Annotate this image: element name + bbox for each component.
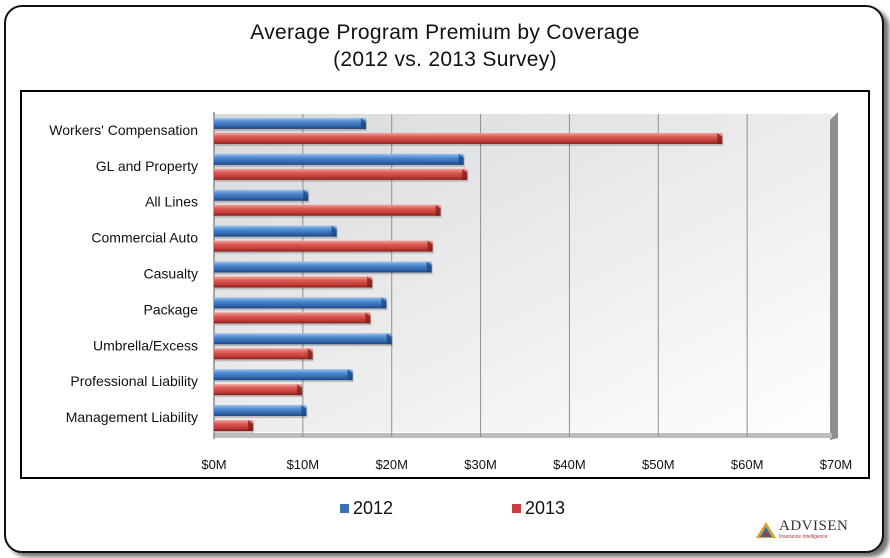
bar-2013 bbox=[214, 132, 724, 146]
category-label: Umbrella/Excess bbox=[93, 337, 198, 353]
bar-end-cap bbox=[381, 297, 387, 309]
bar-end-cap bbox=[367, 276, 373, 288]
bar-end-cap bbox=[296, 384, 302, 396]
category-label: GL and Property bbox=[96, 158, 198, 174]
x-tick-label: $60M bbox=[731, 457, 764, 472]
x-tick-label: $10M bbox=[287, 457, 320, 472]
bar-end-cap bbox=[301, 405, 307, 417]
bar-body bbox=[214, 132, 723, 144]
category-label: All Lines bbox=[145, 194, 198, 210]
bar-body bbox=[214, 261, 432, 273]
bar-2012 bbox=[214, 405, 308, 419]
x-tick-labels: $0M $10M $20M $30M $40M $50M $60M $70M bbox=[201, 457, 852, 472]
bar-2012 bbox=[214, 225, 338, 239]
x-tick-label: $70M bbox=[820, 457, 853, 472]
bar-end-cap bbox=[248, 420, 254, 432]
plot-side-wall bbox=[830, 112, 838, 440]
bar-body bbox=[214, 297, 387, 309]
advisen-logo: ADVISEN Insurance Intelligence bbox=[755, 519, 848, 540]
bar-2012 bbox=[214, 117, 367, 131]
chart-title-block: Average Program Premium by Coverage (201… bbox=[0, 19, 890, 73]
bar-body bbox=[214, 369, 353, 381]
bar-2012 bbox=[214, 261, 433, 275]
bar-body bbox=[214, 384, 302, 396]
category-label: Package bbox=[144, 301, 199, 317]
bar-2013 bbox=[214, 348, 314, 362]
logo-triangle-icon bbox=[756, 521, 776, 538]
category-label: Casualty bbox=[144, 266, 198, 282]
category-label: Commercial Auto bbox=[91, 230, 198, 246]
bar-body bbox=[214, 189, 309, 201]
bar-end-cap bbox=[360, 117, 366, 129]
legend-swatch-2012 bbox=[340, 504, 349, 513]
bar-body bbox=[214, 348, 313, 360]
bar-end-cap bbox=[303, 189, 309, 201]
category-label: Management Liability bbox=[66, 409, 198, 425]
x-tick-label: $0M bbox=[201, 457, 226, 472]
category-label: Professional Liability bbox=[70, 373, 198, 389]
bar-body bbox=[214, 276, 373, 288]
bar-end-cap bbox=[462, 168, 468, 180]
gridlines bbox=[302, 114, 748, 437]
bar-end-cap bbox=[365, 312, 371, 324]
bar-2012 bbox=[214, 369, 354, 383]
bar-2013 bbox=[214, 168, 469, 182]
bar-end-cap bbox=[331, 225, 337, 237]
bar-end-cap bbox=[386, 333, 392, 345]
x-tick-label: $50M bbox=[642, 457, 675, 472]
logo-name: ADVISEN bbox=[779, 518, 849, 534]
bar-2013 bbox=[214, 276, 374, 290]
bar-body bbox=[214, 204, 441, 216]
bar-body bbox=[214, 312, 371, 324]
bar-end-cap bbox=[458, 153, 464, 165]
chart-subtitle: (2012 vs. 2013 Survey) bbox=[333, 48, 557, 71]
x-tick-label: $40M bbox=[553, 457, 586, 472]
bar-body bbox=[214, 117, 366, 129]
plot-floor bbox=[214, 433, 832, 438]
bar-2013 bbox=[214, 312, 372, 326]
legend-swatch-2013 bbox=[512, 504, 521, 513]
bar-2012 bbox=[214, 153, 465, 167]
bar-2012 bbox=[214, 297, 388, 311]
bar-2013 bbox=[214, 240, 434, 254]
bar-body bbox=[214, 240, 433, 252]
legend-label-2012: 2012 bbox=[353, 498, 394, 518]
x-tick-label: $30M bbox=[464, 457, 497, 472]
bars bbox=[214, 117, 724, 434]
bar-end-cap bbox=[427, 240, 433, 252]
bar-end-cap bbox=[435, 204, 441, 216]
bar-2013 bbox=[214, 204, 442, 218]
bar-2013 bbox=[214, 420, 255, 434]
plot-back-wall bbox=[214, 114, 836, 432]
legend-item-2013: 2013 bbox=[512, 498, 565, 519]
legend-label-2013: 2013 bbox=[525, 498, 566, 518]
bar-body bbox=[214, 153, 464, 165]
bar-2012 bbox=[214, 189, 310, 203]
category-labels: Workers' Compensation GL and Property All … bbox=[49, 122, 198, 425]
chart-title: Average Program Premium by Coverage bbox=[250, 21, 640, 44]
bar-body bbox=[214, 333, 392, 345]
bar-body bbox=[214, 168, 468, 180]
bar-end-cap bbox=[307, 348, 313, 360]
bar-end-cap bbox=[347, 369, 353, 381]
x-tick-label: $20M bbox=[375, 457, 408, 472]
bar-body bbox=[214, 225, 337, 237]
bar-body bbox=[214, 405, 307, 417]
category-label: Workers' Compensation bbox=[49, 122, 198, 138]
bar-end-cap bbox=[426, 261, 432, 273]
logo-tagline: Insurance Intelligence bbox=[779, 534, 828, 540]
bar-body bbox=[214, 420, 254, 432]
bar-end-cap bbox=[717, 132, 723, 144]
bar-2013 bbox=[214, 384, 303, 398]
bar-2012 bbox=[214, 333, 393, 347]
legend-item-2012: 2012 bbox=[340, 498, 393, 519]
